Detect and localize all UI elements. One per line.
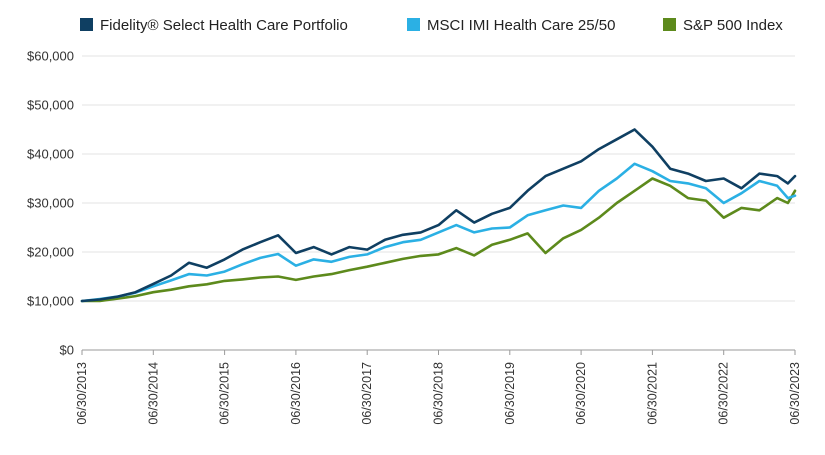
x-tick-label: 06/30/2014 — [146, 362, 160, 425]
axes: $0 $10,000 $20,000 $30,000 $40,000 $50,000 $60… — [27, 49, 802, 425]
series-lines — [80, 128, 797, 303]
legend-label: MSCI IMI Health Care 25/50 — [427, 17, 615, 34]
legend: Fidelity® Select Health Care Portfolio MS… — [80, 17, 783, 34]
y-tick-label: $50,000 — [27, 98, 74, 113]
x-tick-label: 06/30/2016 — [289, 362, 303, 425]
y-tick-label: $0 — [60, 343, 74, 358]
x-tick-label: 06/30/2023 — [788, 362, 802, 425]
x-tick-label: 06/30/2015 — [218, 362, 232, 425]
x-tick-label: 06/30/2022 — [717, 362, 731, 425]
x-tick-label: 06/30/2019 — [503, 362, 517, 425]
gridlines — [82, 55, 795, 302]
legend-item: MSCI IMI Health Care 25/50 — [407, 17, 615, 34]
legend-item: S&P 500 Index — [663, 17, 783, 34]
legend-label: Fidelity® Select Health Care Portfolio — [100, 17, 348, 34]
legend-swatch — [80, 18, 93, 31]
x-tick-label: 06/30/2020 — [574, 362, 588, 425]
x-tick-label: 06/30/2013 — [75, 362, 89, 425]
series-line-2 — [80, 177, 797, 303]
legend-swatch — [407, 18, 420, 31]
y-tick-label: $20,000 — [27, 245, 74, 260]
legend-item: Fidelity® Select Health Care Portfolio — [80, 17, 348, 34]
legend-swatch — [663, 18, 676, 31]
y-tick-label: $30,000 — [27, 196, 74, 211]
y-tick-label: $40,000 — [27, 147, 74, 162]
y-tick-label: $60,000 — [27, 49, 74, 64]
x-tick-label: 06/30/2017 — [360, 362, 374, 425]
y-tick-label: $10,000 — [27, 294, 74, 309]
legend-label: S&P 500 Index — [683, 17, 783, 34]
x-tick-label: 06/30/2021 — [645, 362, 659, 425]
x-tick-label: 06/30/2018 — [432, 362, 446, 425]
series-line-1 — [80, 162, 797, 303]
series-line-0 — [80, 128, 797, 303]
